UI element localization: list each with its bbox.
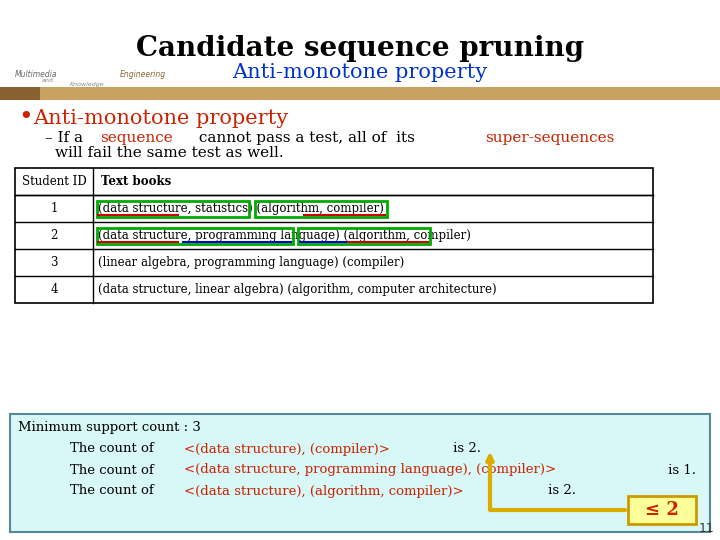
- Text: 11: 11: [698, 522, 714, 535]
- Text: ≤ 2: ≤ 2: [645, 501, 679, 519]
- Text: <(data structure), (algorithm, compiler)>: <(data structure), (algorithm, compiler)…: [184, 484, 463, 497]
- Text: is 2.: is 2.: [544, 484, 576, 497]
- Text: The count of: The count of: [70, 463, 158, 476]
- Text: <(data structure), (compiler)>: <(data structure), (compiler)>: [184, 442, 390, 456]
- Text: Text books: Text books: [101, 175, 171, 188]
- Text: 1: 1: [50, 202, 58, 215]
- Bar: [0, 87, 40, 100]
- Text: (data structure, linear algebra) (algorithm, computer architecture): (data structure, linear algebra) (algori…: [98, 283, 497, 296]
- FancyBboxPatch shape: [628, 496, 696, 524]
- Text: (linear algebra, programming language) (compiler): (linear algebra, programming language) (…: [98, 256, 404, 269]
- Text: super-sequences: super-sequences: [485, 131, 615, 145]
- Text: and: and: [42, 78, 54, 83]
- Text: Candidate sequence pruning: Candidate sequence pruning: [136, 35, 584, 62]
- Bar: [40, 87, 720, 100]
- Text: The count of: The count of: [70, 442, 158, 456]
- Text: 2: 2: [50, 229, 58, 242]
- Text: Anti-monotone property: Anti-monotone property: [33, 109, 288, 127]
- Text: 3: 3: [50, 256, 58, 269]
- Text: is 2.: is 2.: [449, 442, 481, 456]
- Text: is 1.: is 1.: [664, 463, 696, 476]
- Text: Student ID: Student ID: [22, 175, 86, 188]
- Text: (data structure, programming language) (algorithm, compiler): (data structure, programming language) (…: [98, 229, 471, 242]
- Text: (data structure, statistics) (algorithm, compiler): (data structure, statistics) (algorithm,…: [98, 202, 384, 215]
- Text: Minimum support count : 3: Minimum support count : 3: [18, 421, 201, 434]
- FancyBboxPatch shape: [10, 414, 710, 532]
- Text: Anti-monotone property: Anti-monotone property: [233, 63, 487, 82]
- Text: 4: 4: [50, 283, 58, 296]
- Text: Knowledge: Knowledge: [70, 82, 104, 87]
- Bar: [15, 168, 653, 303]
- Text: Multimedia: Multimedia: [15, 70, 58, 79]
- Text: cannot pass a test, all of  its: cannot pass a test, all of its: [194, 131, 420, 145]
- Text: – If a: – If a: [45, 131, 88, 145]
- Text: will fail the same test as well.: will fail the same test as well.: [55, 146, 284, 160]
- Text: sequence: sequence: [100, 131, 173, 145]
- Text: •: •: [18, 106, 32, 130]
- Text: Engineering: Engineering: [120, 70, 166, 79]
- Text: The count of: The count of: [70, 484, 158, 497]
- Text: <(data structure, programming language), (compiler)>: <(data structure, programming language),…: [184, 463, 556, 476]
